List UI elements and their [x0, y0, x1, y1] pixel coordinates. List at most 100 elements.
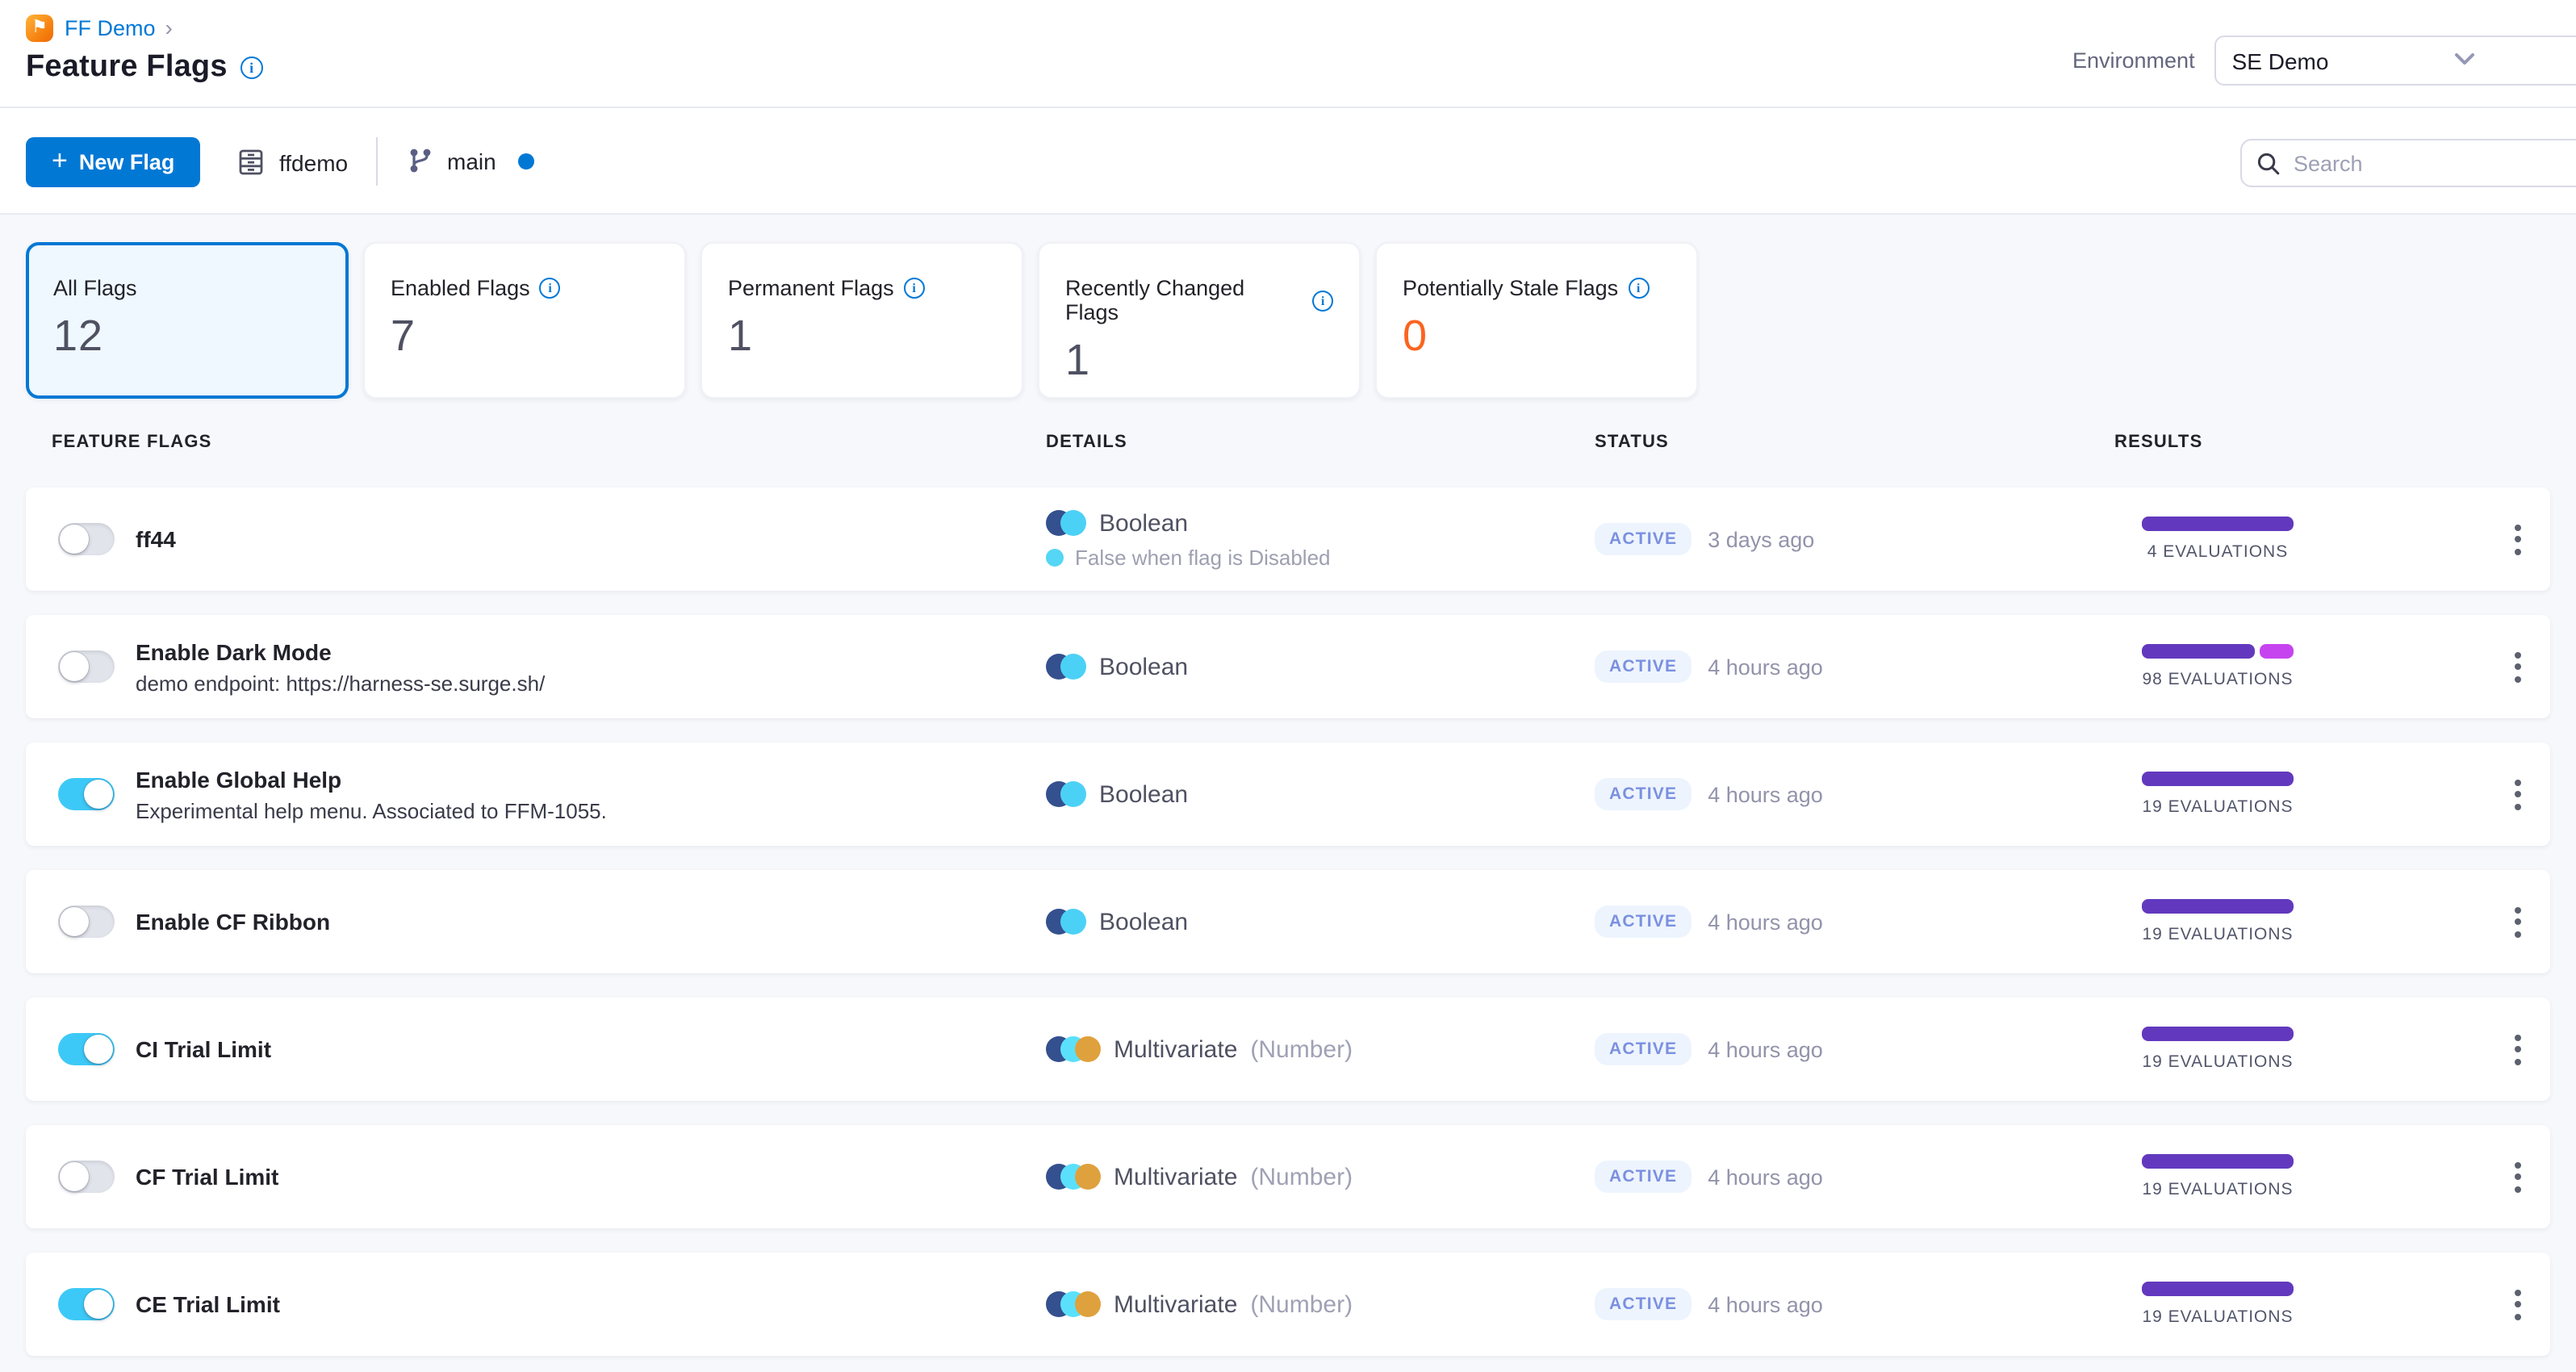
card-info-icon[interactable]: i [1628, 278, 1650, 299]
title-info-icon[interactable]: i [240, 56, 263, 79]
column-header-details: DETAILS [1046, 433, 1127, 452]
status-badge: ACTIVE [1595, 1288, 1692, 1320]
search-box[interactable] [2240, 139, 2576, 187]
row-menu-button[interactable] [2499, 897, 2537, 946]
evaluation-bar-segment [2142, 1027, 2294, 1041]
flag-toggle[interactable] [58, 523, 115, 555]
table-row: Enable Global Help Experimental help menu… [26, 742, 2550, 846]
toggle-knob [84, 1290, 113, 1319]
row-menu-button[interactable] [2499, 770, 2537, 818]
card-info-icon[interactable]: i [903, 278, 925, 299]
environment-select[interactable]: SE Demo [2214, 36, 2576, 86]
multivariate-type-icon [1046, 1036, 1101, 1062]
evaluation-bar-segment [2260, 644, 2294, 659]
boolean-type-icon [1046, 654, 1086, 680]
chevron-down-icon [2454, 53, 2474, 65]
status-badge: ACTIVE [1595, 778, 1692, 810]
flag-kind: Multivariate [1114, 1163, 1238, 1190]
flag-kind: Multivariate [1114, 1035, 1238, 1063]
status-badge: ACTIVE [1595, 1033, 1692, 1065]
flag-toggle[interactable] [58, 1288, 115, 1320]
new-flag-button[interactable]: + New Flag [26, 137, 201, 187]
repo-selector[interactable]: ffdemo [236, 147, 348, 178]
last-updated: 3 days ago [1708, 527, 1815, 551]
flag-kind-suffix: (Number) [1250, 1290, 1353, 1318]
environment-value: SE Demo [2231, 48, 2329, 73]
breadcrumb-project-link[interactable]: FF Demo [65, 16, 156, 40]
flag-name: Enable Global Help [136, 766, 342, 792]
flag-name: ff44 [136, 526, 176, 552]
evaluation-results: 4 EVALUATIONS [2089, 487, 2347, 591]
last-updated: 4 hours ago [1708, 782, 1823, 806]
summary-card-all-flags[interactable]: All Flags 12 [26, 242, 349, 399]
toggle-knob [60, 525, 89, 554]
evaluations-count: 4 EVALUATIONS [2147, 542, 2289, 562]
flag-kind: Boolean [1099, 780, 1189, 808]
search-input[interactable] [2294, 151, 2536, 175]
toggle-knob [60, 652, 89, 681]
last-updated: 4 hours ago [1708, 910, 1823, 934]
card-label: All Flags [53, 276, 137, 300]
flag-name: Enable Dark Mode [136, 638, 332, 664]
card-label: Permanent Flags [728, 276, 894, 300]
boolean-type-icon [1046, 781, 1086, 807]
flag-name: CF Trial Limit [136, 1164, 279, 1190]
branch-selector[interactable]: main [407, 147, 535, 176]
evaluation-results: 19 EVALUATIONS [2089, 998, 2347, 1101]
toolbar-divider [376, 137, 378, 186]
environment-label: Environment [2072, 48, 2195, 73]
flag-toggle[interactable] [58, 906, 115, 938]
content-area: All Flags 12 Enabled Flags i 7 Permanent Flag… [0, 215, 2576, 1372]
evaluation-bar [2142, 1282, 2294, 1296]
summary-card-recently-changed-flags[interactable]: Recently Changed Flags i 1 [1038, 242, 1361, 399]
summary-card-permanent-flags[interactable]: Permanent Flags i 1 [700, 242, 1023, 399]
card-info-icon[interactable]: i [539, 278, 561, 299]
variation-dot-icon [1046, 548, 1064, 566]
status-badge: ACTIVE [1595, 650, 1692, 683]
flag-kind: Multivariate [1114, 1290, 1238, 1318]
evaluation-bar [2142, 644, 2294, 659]
flag-name: CE Trial Limit [136, 1291, 280, 1317]
row-menu-button[interactable] [2499, 1152, 2537, 1201]
status-badge: ACTIVE [1595, 1161, 1692, 1193]
boolean-type-icon [1046, 909, 1086, 935]
evaluation-results: 19 EVALUATIONS [2089, 742, 2347, 846]
last-updated: 4 hours ago [1708, 1037, 1823, 1061]
evaluations-count: 19 EVALUATIONS [2142, 925, 2294, 944]
evaluation-results: 19 EVALUATIONS [2089, 870, 2347, 973]
flag-toggle[interactable] [58, 650, 115, 683]
flag-name: CI Trial Limit [136, 1036, 272, 1062]
evaluation-bar [2142, 899, 2294, 914]
column-header-status: STATUS [1595, 433, 1669, 452]
flag-toggle[interactable] [58, 778, 115, 810]
column-header-results: RESULTS [2114, 433, 2203, 452]
row-menu-button[interactable] [2499, 1280, 2537, 1328]
plus-icon: + [52, 144, 68, 175]
branch-status-dot [518, 153, 535, 169]
row-menu-button[interactable] [2499, 1025, 2537, 1073]
table-row: CE Trial Limit Multivariate (Number) ACTIVE… [26, 1253, 2550, 1356]
card-label: Potentially Stale Flags [1403, 276, 1619, 300]
multivariate-type-icon [1046, 1164, 1101, 1190]
repo-name: ffdemo [279, 149, 349, 175]
harness-ff-logo-icon: ⚑ [26, 15, 53, 42]
row-menu-button[interactable] [2499, 515, 2537, 563]
page-header: ⚑ FF Demo › Feature Flags i Environment … [0, 0, 2576, 108]
last-updated: 4 hours ago [1708, 1292, 1823, 1316]
evaluations-count: 19 EVALUATIONS [2142, 1052, 2294, 1072]
flag-toggle[interactable] [58, 1161, 115, 1193]
table-row: CI Trial Limit Multivariate (Number) ACTIVE… [26, 998, 2550, 1101]
summary-card-enabled-flags[interactable]: Enabled Flags i 7 [363, 242, 686, 399]
evaluations-count: 19 EVALUATIONS [2142, 797, 2294, 817]
status-badge: ACTIVE [1595, 906, 1692, 938]
row-menu-button[interactable] [2499, 642, 2537, 691]
table-row: ff44 Boolean False when flag is Disabled AC… [26, 487, 2550, 591]
table-row: Enable Dark Mode demo endpoint: https://h… [26, 615, 2550, 718]
table-row: Enable CF Ribbon Boolean ACTIVE 4 hours ago… [26, 870, 2550, 973]
evaluation-bar-segment [2142, 1282, 2294, 1296]
summary-card-potentially-stale-flags[interactable]: Potentially Stale Flags i 0 [1375, 242, 1698, 399]
card-info-icon[interactable]: i [1312, 290, 1333, 311]
flag-toggle[interactable] [58, 1033, 115, 1065]
evaluation-results: 98 EVALUATIONS [2089, 615, 2347, 718]
